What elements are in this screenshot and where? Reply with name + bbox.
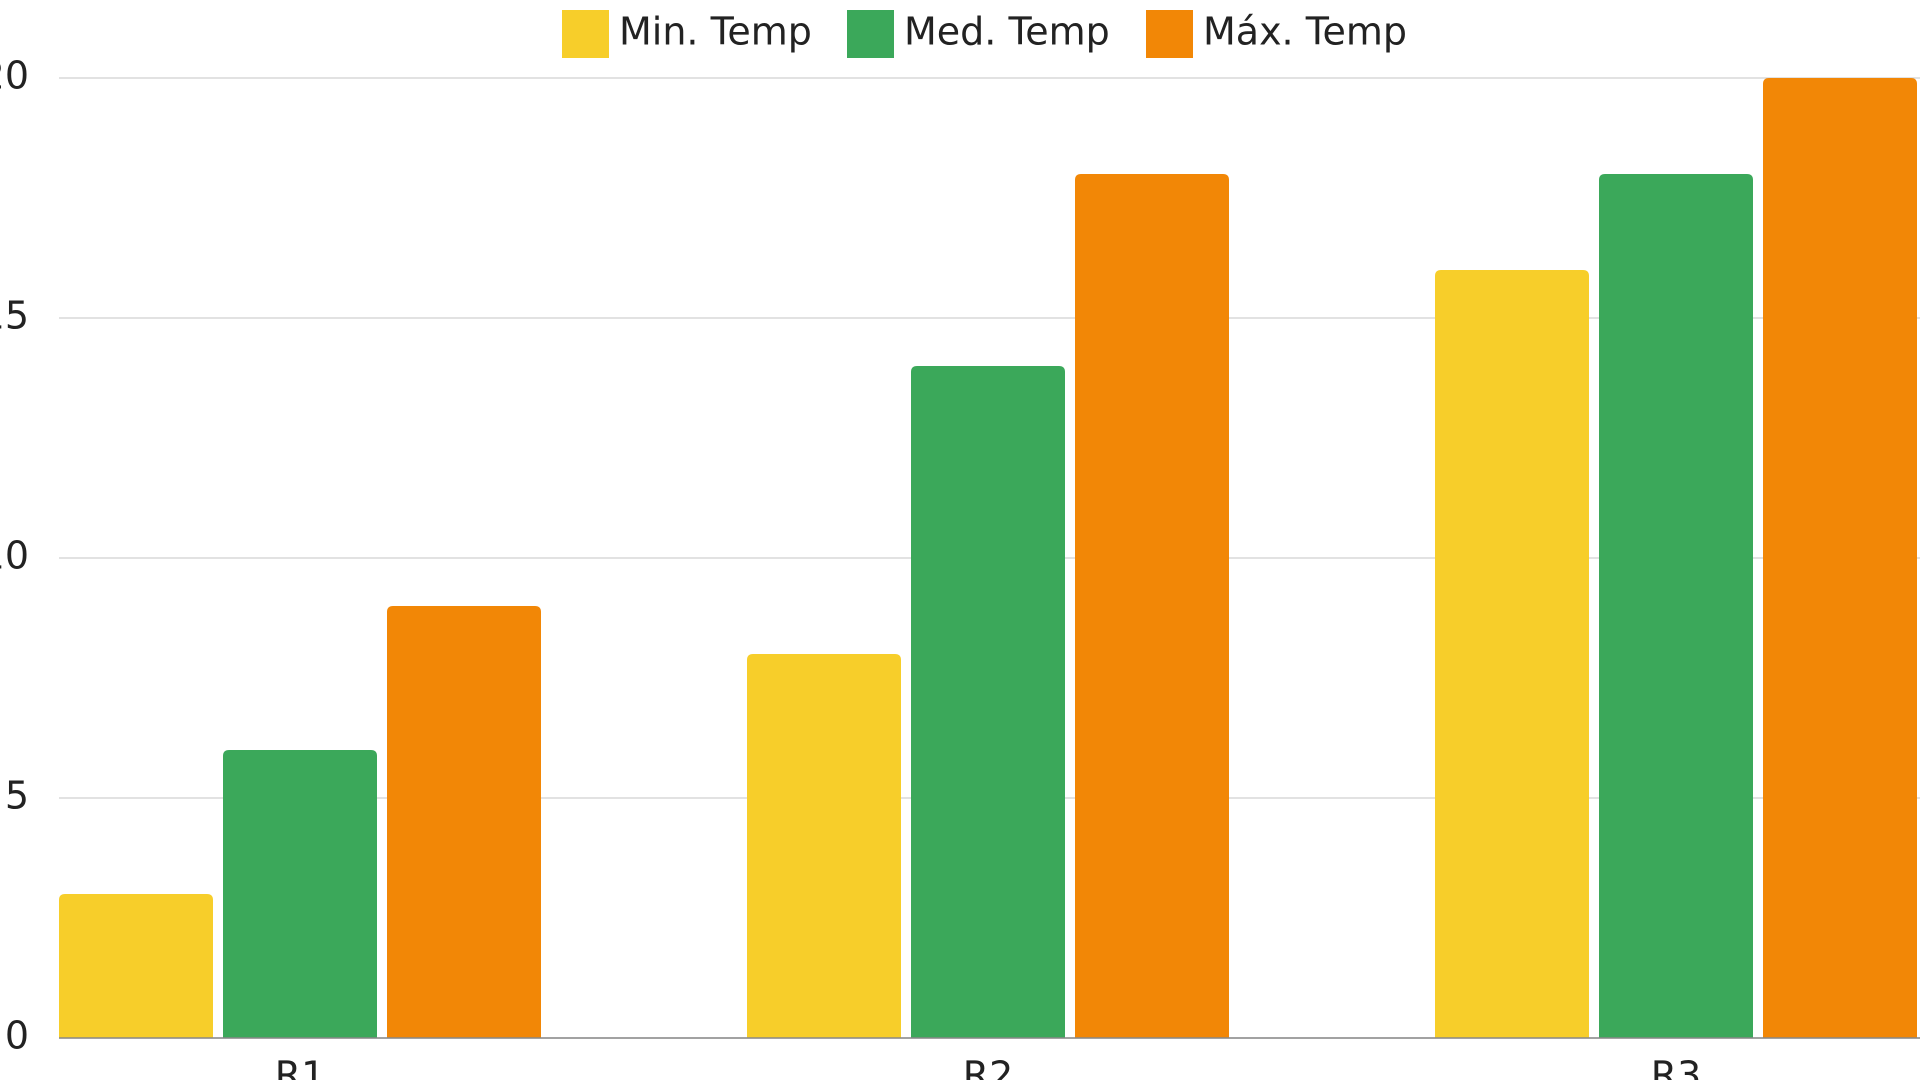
legend-label: Min. Temp bbox=[619, 10, 812, 54]
y-tick-label: 5 bbox=[5, 774, 29, 818]
x-tick-label: R3 bbox=[1651, 1054, 1702, 1080]
bar bbox=[59, 894, 213, 1038]
y-tick-label: 20 bbox=[0, 54, 29, 98]
x-tick-label: R2 bbox=[963, 1054, 1014, 1080]
x-tick-label: R1 bbox=[275, 1054, 326, 1080]
bar bbox=[1599, 174, 1753, 1038]
legend-label: Máx. Temp bbox=[1203, 10, 1407, 54]
legend-swatch bbox=[1146, 10, 1193, 58]
y-tick-label: 0 bbox=[5, 1014, 29, 1058]
bar bbox=[747, 654, 901, 1038]
bar bbox=[911, 366, 1065, 1038]
legend-swatch bbox=[847, 10, 894, 58]
legend-swatch bbox=[562, 10, 609, 58]
bar bbox=[1763, 78, 1917, 1038]
bar bbox=[1435, 270, 1589, 1038]
bar bbox=[1075, 174, 1229, 1038]
legend-label: Med. Temp bbox=[904, 10, 1110, 54]
bar bbox=[387, 606, 541, 1038]
y-tick-label: 10 bbox=[0, 534, 29, 578]
bar bbox=[223, 750, 377, 1038]
y-tick-label: 15 bbox=[0, 294, 29, 338]
